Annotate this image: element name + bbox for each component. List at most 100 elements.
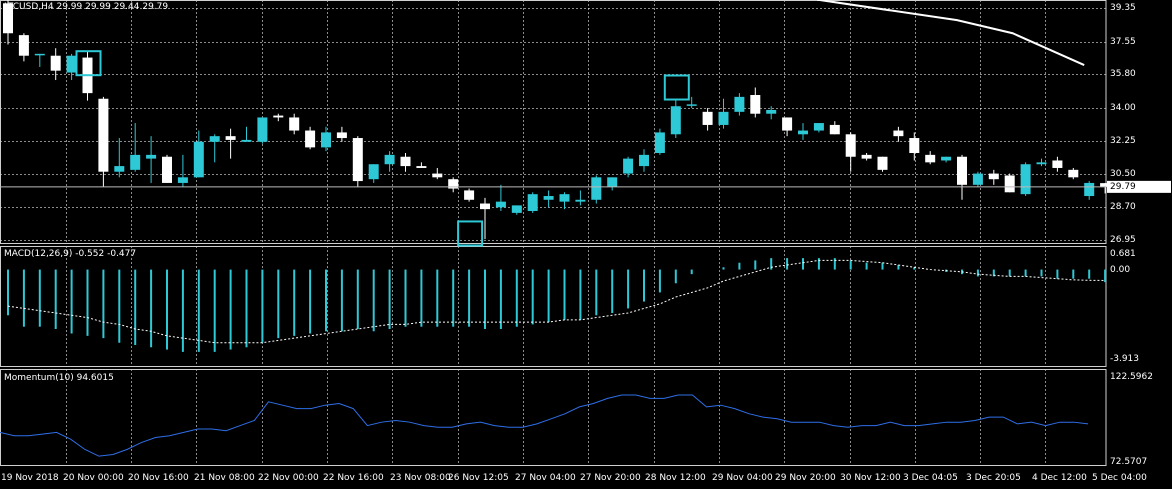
time-tick-label: 23 Nov 08:00 <box>390 473 451 483</box>
macd-tick-label: 0.681 <box>1110 249 1136 259</box>
candle <box>941 156 952 163</box>
current-price-label: 29.79 <box>1110 181 1136 192</box>
candle <box>241 126 252 142</box>
candlestick-series[interactable] <box>3 0 1111 240</box>
candle <box>368 164 379 183</box>
candle <box>400 153 411 172</box>
time-tick-label: 30 Nov 12:00 <box>840 473 901 483</box>
time-tick-label: 27 Nov 04:00 <box>515 473 576 483</box>
candle <box>782 117 793 137</box>
time-tick-label: 28 Nov 12:00 <box>645 473 706 483</box>
marker-boxes <box>75 50 690 247</box>
ma-line <box>816 0 1085 66</box>
candle-body <box>925 154 936 163</box>
candle <box>988 169 999 185</box>
candle-body <box>321 132 331 148</box>
candle-body <box>1020 164 1031 195</box>
time-tick-label: 29 Nov 04:00 <box>712 473 773 483</box>
candle-body <box>941 156 952 161</box>
candle-body <box>384 154 395 165</box>
candle-body <box>3 3 13 34</box>
candle-body <box>50 55 61 71</box>
candle <box>639 149 649 172</box>
candle <box>193 130 204 178</box>
candle-body <box>988 173 999 180</box>
candle <box>50 48 61 81</box>
candle-body <box>1100 183 1111 187</box>
candle-body <box>1004 175 1015 193</box>
candle-body <box>718 111 729 125</box>
candle <box>1068 167 1079 180</box>
candle <box>861 153 872 161</box>
candle <box>766 106 777 120</box>
marker-box <box>75 50 102 77</box>
time-tick-label: 3 Dec 20:05 <box>966 473 1021 483</box>
panel-border <box>0 369 1107 466</box>
candle <box>543 190 554 208</box>
candle <box>829 121 840 135</box>
macd-indicator[interactable] <box>7 258 1107 352</box>
candle-body <box>305 130 316 148</box>
time-tick-label: 22 Nov 16:00 <box>323 473 384 483</box>
candle <box>225 128 236 159</box>
candle-body <box>241 139 252 142</box>
candle <box>448 177 459 193</box>
time-tick-label: 5 Dec 04:00 <box>1092 473 1147 483</box>
candle <box>957 154 967 200</box>
moving-average-line <box>816 0 1085 66</box>
price-tick-label: 34.00 <box>1110 103 1136 114</box>
current-price-tag <box>1107 180 1171 193</box>
time-tick-label: 21 Nov 08:00 <box>194 473 255 483</box>
price-tick-label: 32.25 <box>1110 135 1136 146</box>
candle-body <box>813 123 824 131</box>
candle <box>114 138 125 178</box>
candle <box>1084 181 1095 200</box>
candle-body <box>352 138 363 182</box>
marker-box <box>663 74 690 101</box>
candle <box>1036 158 1047 167</box>
candle-body <box>543 196 554 200</box>
candle-body <box>909 138 920 153</box>
candle-body <box>209 136 220 142</box>
panel-borders <box>0 0 1107 466</box>
candle <box>845 132 856 172</box>
candle-body <box>98 98 109 172</box>
candle-body <box>750 95 761 114</box>
candle <box>527 192 538 213</box>
candle <box>702 108 713 131</box>
time-tick-label: 22 Nov 00:00 <box>258 473 319 483</box>
candle-body <box>368 164 379 180</box>
candle-body <box>670 106 681 135</box>
candle-body <box>511 205 522 213</box>
main-chart-title: LTCUSD,H4 29.99 29.99 29.44 29.79 <box>4 2 169 12</box>
candle <box>18 33 29 62</box>
momentum-indicator[interactable] <box>0 394 1089 457</box>
candle <box>1004 173 1015 193</box>
candle <box>464 188 475 202</box>
candle <box>718 98 729 129</box>
candle-body <box>702 111 713 125</box>
candle <box>877 156 888 172</box>
candle-body <box>972 173 983 185</box>
candle <box>257 117 268 144</box>
candle-body <box>114 166 125 172</box>
candle-body <box>18 35 29 56</box>
candle <box>384 151 395 172</box>
time-tick-label: 20 Nov 00:00 <box>63 473 124 483</box>
candle-body <box>480 203 490 210</box>
price-tick-label: 39.35 <box>1110 3 1136 13</box>
momentum-title: Momentum(10) 94.6015 <box>4 373 114 383</box>
candle-body <box>654 132 665 153</box>
candle <box>3 0 13 45</box>
candle-body <box>225 136 236 140</box>
candle <box>750 87 761 118</box>
candle <box>352 136 363 187</box>
candle <box>273 113 284 122</box>
candle <box>162 154 172 183</box>
candle <box>480 197 490 240</box>
candle-body <box>559 194 570 202</box>
candle-body <box>877 156 888 170</box>
price-tick-label: 26.95 <box>1110 235 1136 245</box>
macd-tick-label: 0.00 <box>1110 264 1131 275</box>
